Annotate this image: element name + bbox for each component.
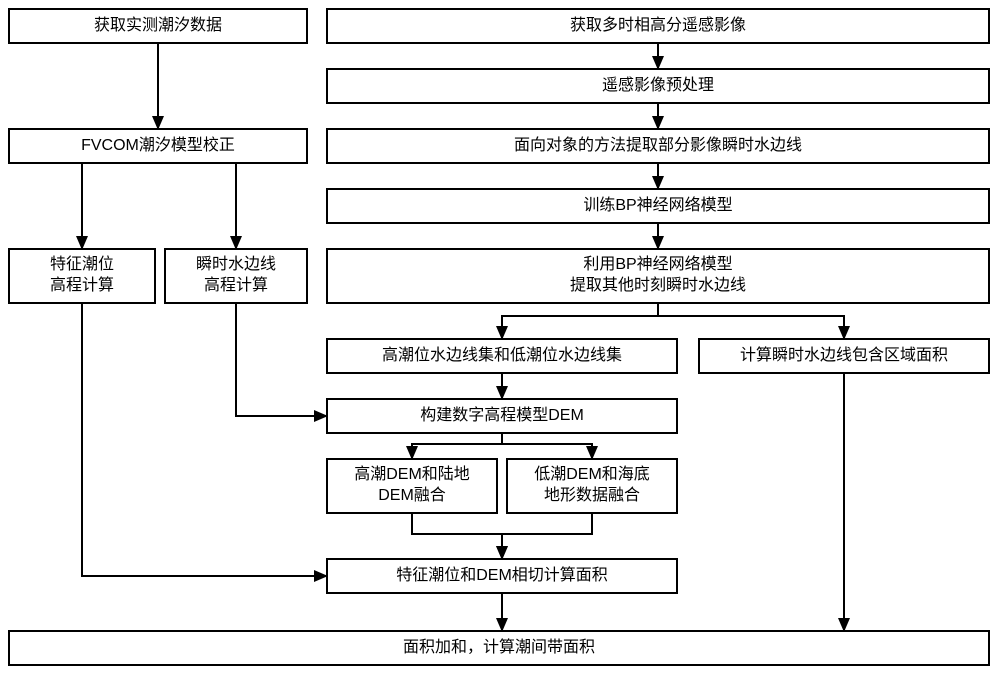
- flow-node-instant-elev: 瞬时水边线高程计算: [164, 248, 308, 304]
- flow-node-feature-elev: 特征潮位高程计算: [8, 248, 156, 304]
- flow-edge-8: [658, 304, 844, 338]
- flow-node-intersect: 特征潮位和DEM相切计算面积: [326, 558, 678, 594]
- flow-node-hl-sets: 高潮位水边线集和低潮位水边线集: [326, 338, 678, 374]
- flow-edge-15: [82, 304, 326, 576]
- flow-edge-10: [236, 304, 326, 416]
- node-label: 面向对象的方法提取部分影像瞬时水边线: [514, 136, 802, 157]
- flow-edge-7: [502, 304, 658, 338]
- node-label: 瞬时水边线高程计算: [196, 255, 276, 297]
- flow-node-high-dem: 高潮DEM和陆地DEM融合: [326, 458, 498, 514]
- flow-node-build-dem: 构建数字高程模型DEM: [326, 398, 678, 434]
- node-label: 获取多时相高分遥感影像: [570, 16, 746, 37]
- flow-node-fvcom: FVCOM潮汐模型校正: [8, 128, 308, 164]
- node-label: FVCOM潮汐模型校正: [81, 136, 235, 157]
- node-label: 计算瞬时水边线包含区域面积: [740, 346, 948, 367]
- flow-node-rs-image: 获取多时相高分遥感影像: [326, 8, 990, 44]
- node-label: 低潮DEM和海底地形数据融合: [534, 465, 650, 507]
- flow-node-bp-extract: 利用BP神经网络模型提取其他时刻瞬时水边线: [326, 248, 990, 304]
- node-label: 训练BP神经网络模型: [583, 196, 732, 217]
- node-label: 面积加和，计算潮间带面积: [403, 638, 595, 659]
- node-label: 获取实测潮汐数据: [94, 16, 222, 37]
- flow-edge-13: [412, 514, 502, 558]
- flow-node-low-dem: 低潮DEM和海底地形数据融合: [506, 458, 678, 514]
- flow-node-preprocess: 遥感影像预处理: [326, 68, 990, 104]
- node-label: 高潮DEM和陆地DEM融合: [354, 465, 470, 507]
- flow-edge-11: [412, 434, 502, 458]
- node-label: 遥感影像预处理: [602, 76, 714, 97]
- node-label: 特征潮位高程计算: [50, 255, 114, 297]
- flow-node-train-bp: 训练BP神经网络模型: [326, 188, 990, 224]
- node-label: 利用BP神经网络模型提取其他时刻瞬时水边线: [570, 255, 746, 297]
- node-label: 特征潮位和DEM相切计算面积: [396, 566, 608, 587]
- node-label: 构建数字高程模型DEM: [420, 406, 584, 427]
- flow-node-area-instant: 计算瞬时水边线包含区域面积: [698, 338, 990, 374]
- flow-node-ooa-extract: 面向对象的方法提取部分影像瞬时水边线: [326, 128, 990, 164]
- flow-node-final: 面积加和，计算潮间带面积: [8, 630, 990, 666]
- node-label: 高潮位水边线集和低潮位水边线集: [382, 346, 622, 367]
- flow-edge-14: [502, 514, 592, 558]
- flow-node-tide-data: 获取实测潮汐数据: [8, 8, 308, 44]
- flow-edge-12: [502, 434, 592, 458]
